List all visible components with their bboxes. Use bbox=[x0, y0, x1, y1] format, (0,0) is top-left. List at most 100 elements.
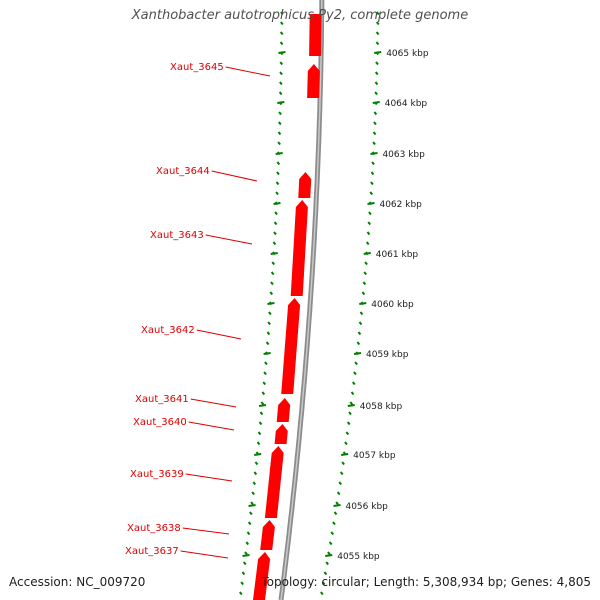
major-tick bbox=[374, 51, 382, 54]
gene-arrow-2 bbox=[307, 64, 320, 98]
tick-label-4061: 4061 kbp bbox=[376, 250, 419, 260]
outer-ring-dot bbox=[375, 41, 380, 46]
major-tick bbox=[359, 302, 367, 305]
major-tick bbox=[325, 554, 333, 557]
tick-label-4058: 4058 kbp bbox=[360, 402, 403, 412]
inner-ring-dot bbox=[273, 221, 278, 226]
inner-ring-dot bbox=[240, 581, 244, 586]
outer-ring-dot bbox=[373, 111, 378, 116]
gene-arrow-4 bbox=[290, 200, 308, 296]
inner-ring-dot bbox=[278, 121, 282, 126]
inner-ring-dot bbox=[260, 401, 265, 406]
gene-leader-line bbox=[211, 170, 258, 182]
inner-ring-dot bbox=[246, 531, 251, 536]
inner-ring-dot bbox=[279, 41, 284, 46]
outer-ring-dot bbox=[335, 501, 339, 506]
gene-label-xaut-3637: Xaut_3637 bbox=[125, 546, 179, 557]
inner-ring-dot bbox=[280, 11, 284, 16]
inner-ring-dot bbox=[275, 191, 279, 196]
outer-ring-dot bbox=[330, 531, 335, 536]
major-tick bbox=[353, 352, 362, 355]
tick-label-4057: 4057 kbp bbox=[353, 451, 396, 461]
inner-ring-dot bbox=[262, 381, 267, 386]
tick-label-4065: 4065 kbp bbox=[386, 49, 429, 59]
gene-label-xaut-3641: Xaut_3641 bbox=[135, 394, 189, 405]
outer-ring-dot bbox=[349, 401, 354, 406]
outer-ring-dot bbox=[346, 421, 351, 426]
tick-label-4056: 4056 kbp bbox=[345, 502, 388, 512]
outer-ring-dot bbox=[320, 591, 324, 596]
outer-ring-dot bbox=[328, 541, 333, 546]
tick-label-4055: 4055 kbp bbox=[337, 552, 380, 562]
inner-ring-dot bbox=[278, 111, 282, 116]
outer-ring-dot bbox=[327, 551, 331, 556]
inner-ring-dot bbox=[279, 61, 284, 66]
tick-label-4062: 4062 kbp bbox=[379, 200, 422, 210]
inner-major-tick bbox=[278, 51, 286, 54]
gene-leader-line bbox=[225, 66, 271, 77]
inner-ring-dot bbox=[263, 371, 267, 376]
outer-ring-dot bbox=[375, 21, 380, 26]
inner-ring-dot bbox=[267, 321, 271, 326]
outer-ring-dot bbox=[361, 291, 366, 296]
outer-ring-dot bbox=[323, 571, 328, 576]
inner-ring-dot bbox=[249, 511, 253, 516]
outer-ring-dot bbox=[374, 91, 378, 96]
gene-arrow-10 bbox=[253, 552, 271, 600]
major-tick bbox=[370, 152, 378, 155]
inner-ring-dot bbox=[242, 561, 247, 566]
inner-major-tick bbox=[248, 504, 256, 507]
inner-ring-dot bbox=[265, 341, 270, 346]
gene-leader-line bbox=[196, 329, 242, 340]
outer-ring-dot bbox=[338, 481, 342, 486]
inner-ring-dot bbox=[261, 391, 266, 396]
outer-ring-dot bbox=[356, 341, 361, 346]
outer-ring-dot bbox=[374, 71, 379, 76]
inner-major-tick bbox=[267, 302, 275, 305]
gene-label-xaut-3643: Xaut_3643 bbox=[150, 230, 204, 241]
outer-ring-dot bbox=[368, 211, 372, 216]
outer-ring-dot bbox=[350, 391, 355, 396]
inner-ring-dot bbox=[272, 241, 277, 246]
outer-ring-dot bbox=[365, 241, 370, 246]
inner-major-tick bbox=[242, 554, 250, 557]
major-tick bbox=[347, 404, 355, 407]
inner-ring-dot bbox=[264, 361, 268, 366]
inner-ring-dot bbox=[253, 471, 258, 476]
major-tick bbox=[341, 453, 349, 456]
tick-label-4063: 4063 kbp bbox=[382, 150, 425, 160]
outer-ring-dot bbox=[332, 521, 336, 526]
outer-ring-dot bbox=[373, 121, 377, 126]
outer-ring-dot bbox=[367, 221, 371, 226]
gene-arrow-1 bbox=[309, 14, 322, 56]
outer-ring-dot bbox=[321, 581, 326, 586]
inner-ring-dot bbox=[279, 31, 284, 36]
major-tick bbox=[372, 101, 380, 104]
outer-ring-dot bbox=[357, 331, 362, 336]
inner-ring-dot bbox=[241, 571, 246, 576]
major-tick bbox=[363, 252, 371, 255]
inner-ring-dot bbox=[269, 291, 274, 296]
inner-major-tick bbox=[275, 152, 283, 155]
inner-ring-dot bbox=[278, 91, 283, 96]
outer-ring-dot bbox=[369, 191, 374, 196]
tick-label-4059: 4059 kbp bbox=[366, 350, 409, 360]
inner-ring-dot bbox=[279, 71, 283, 76]
inner-ring-dot bbox=[276, 171, 280, 176]
outer-ring-dot bbox=[372, 141, 376, 146]
outer-ring-dot bbox=[341, 461, 345, 466]
genome-title: Xanthobacter autotrophicus Py2, complete… bbox=[131, 8, 469, 23]
inner-ring-dot bbox=[268, 311, 272, 316]
major-tick bbox=[367, 202, 375, 205]
inner-ring-dot bbox=[280, 21, 284, 26]
inner-major-tick bbox=[270, 252, 278, 255]
gene-leader-line bbox=[188, 421, 235, 431]
inner-ring-dot bbox=[252, 481, 257, 486]
outer-ring-dot bbox=[371, 161, 375, 166]
inner-ring-dot bbox=[258, 421, 263, 426]
outer-ring-dot bbox=[353, 371, 357, 376]
outer-ring-dot bbox=[362, 281, 367, 286]
gene-label-xaut-3639: Xaut_3639 bbox=[130, 469, 184, 480]
inner-ring-dot bbox=[256, 441, 261, 446]
